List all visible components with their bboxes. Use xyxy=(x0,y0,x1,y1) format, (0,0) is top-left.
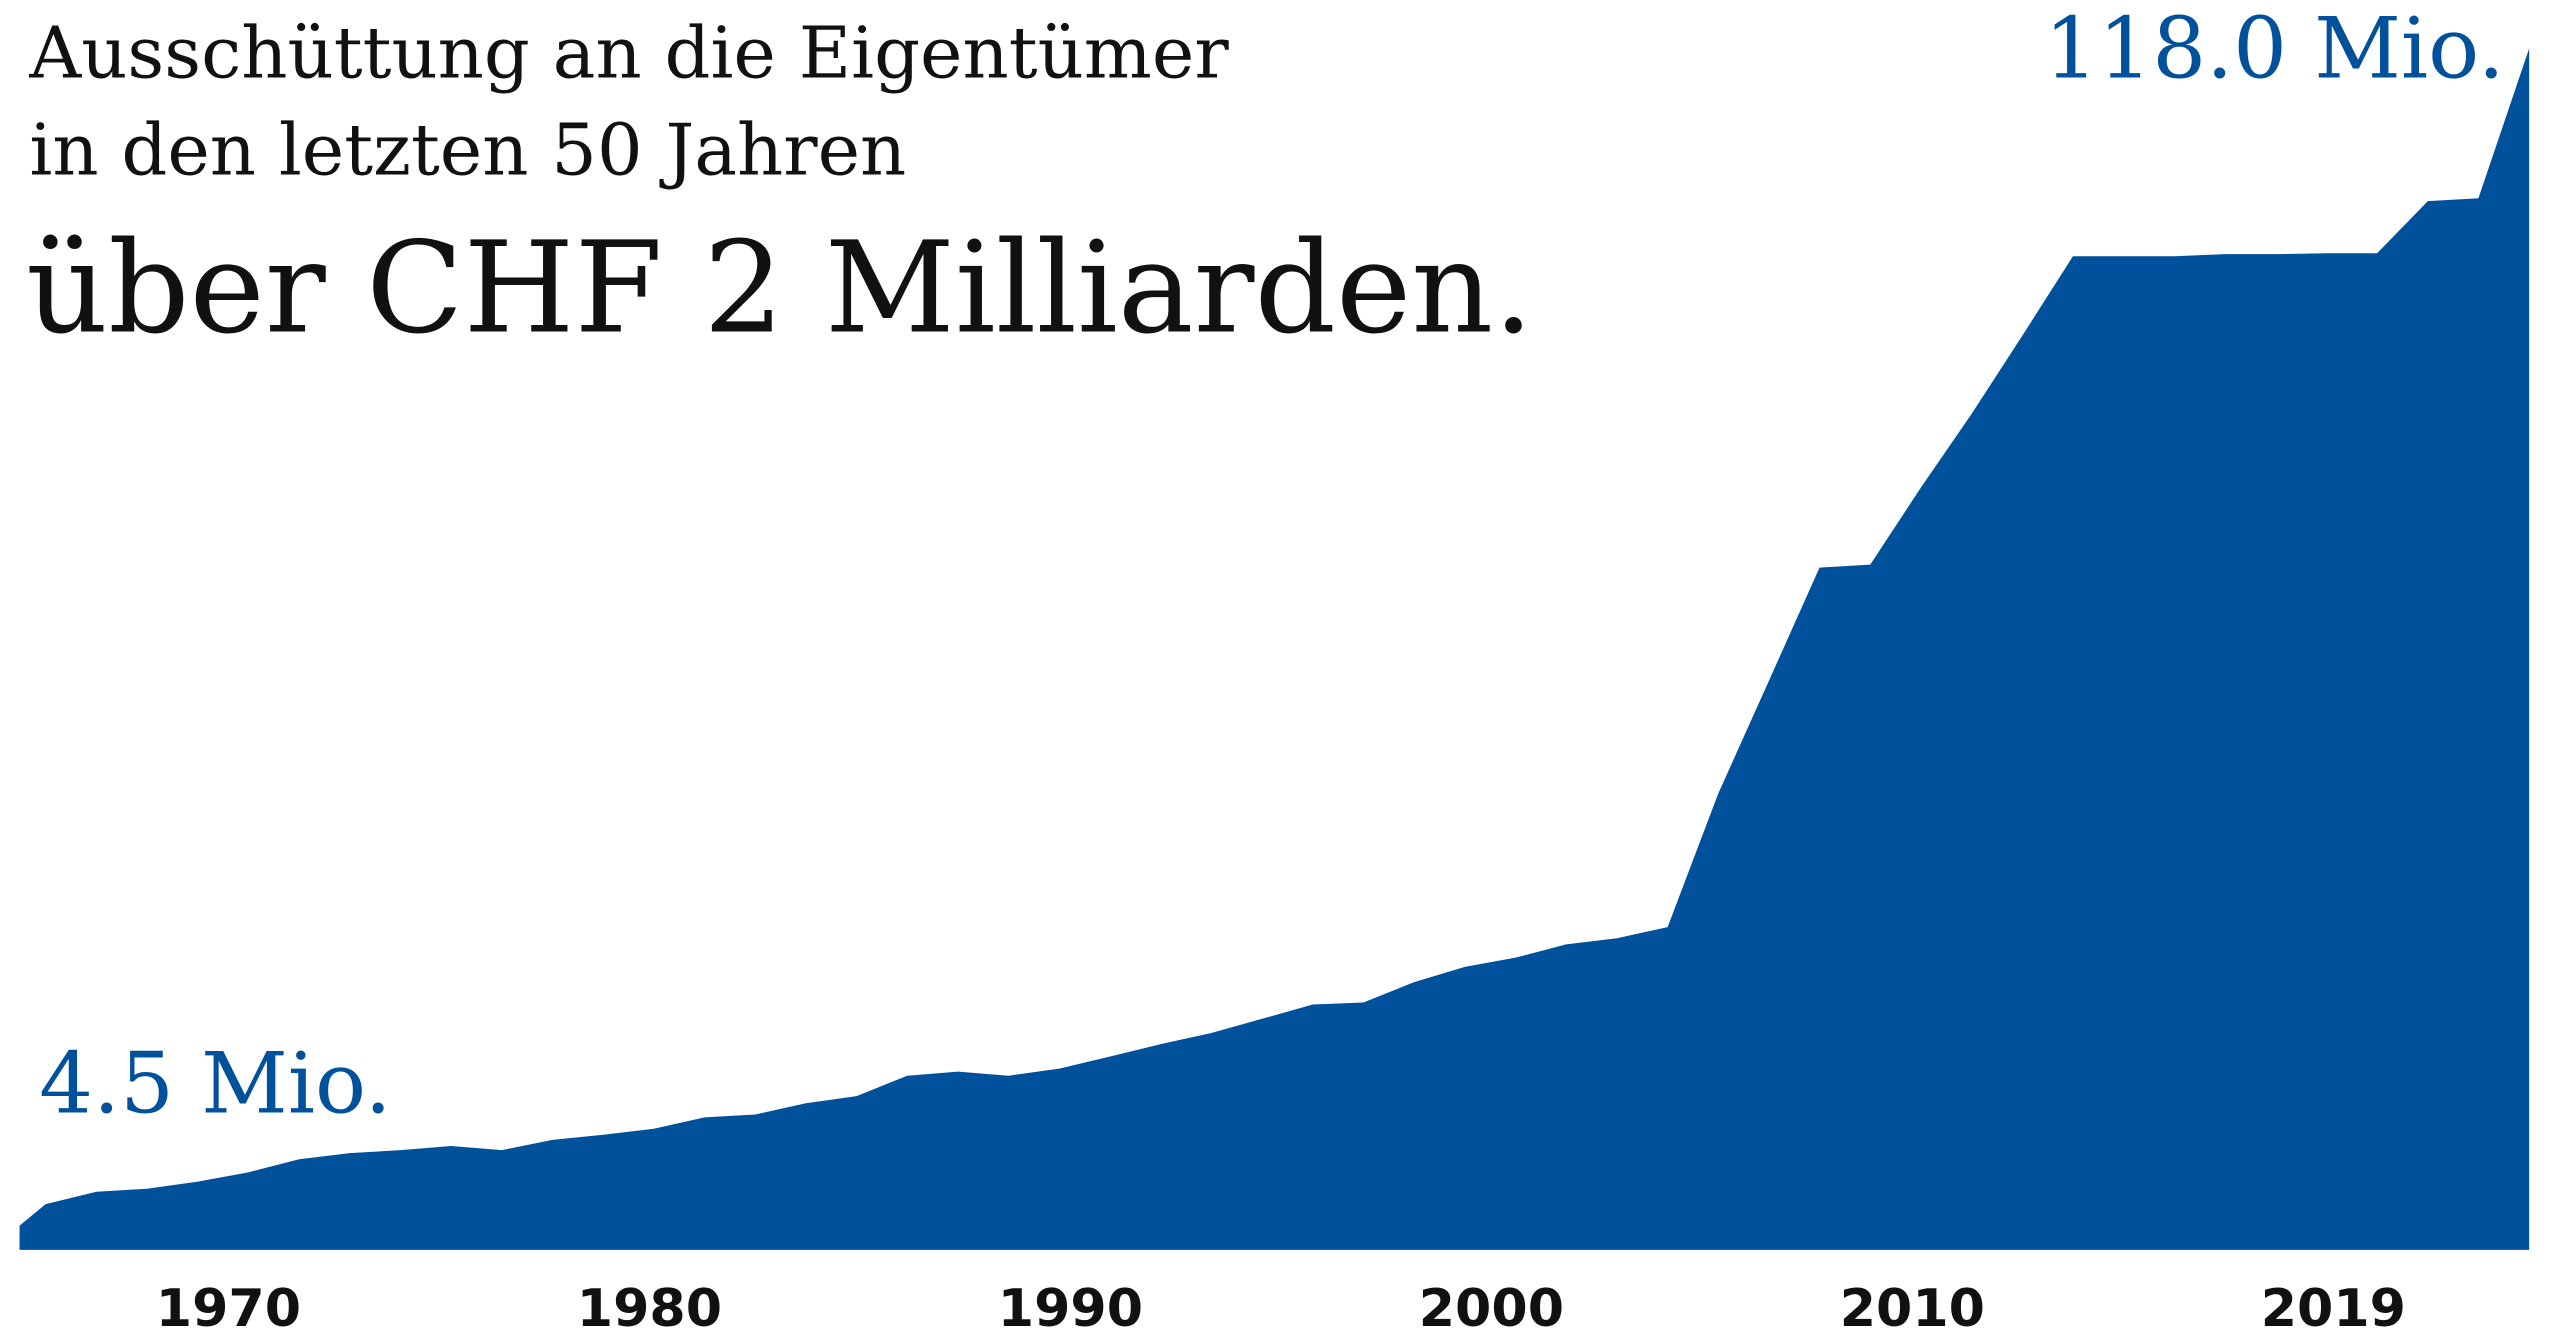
chart-subtitle: in den letzten 50 Jahren xyxy=(29,109,906,192)
headline: über CHF 2 Milliarden. xyxy=(26,214,1534,361)
x-tick-label: 1980 xyxy=(577,1279,722,1339)
value-label: 118.0 Mio. xyxy=(2044,0,2504,98)
area xyxy=(19,48,2530,1250)
x-tick-label: 2010 xyxy=(1840,1279,1985,1339)
x-tick-label: 1990 xyxy=(998,1279,1143,1339)
chart-title: Ausschüttung an die Eigentümer xyxy=(28,12,1229,95)
x-tick-label: 2019 xyxy=(2261,1279,2406,1339)
value-label: 4.5 Mio. xyxy=(39,1035,391,1133)
x-tick-label: 1970 xyxy=(156,1279,301,1339)
x-tick-label: 2000 xyxy=(1419,1279,1564,1339)
